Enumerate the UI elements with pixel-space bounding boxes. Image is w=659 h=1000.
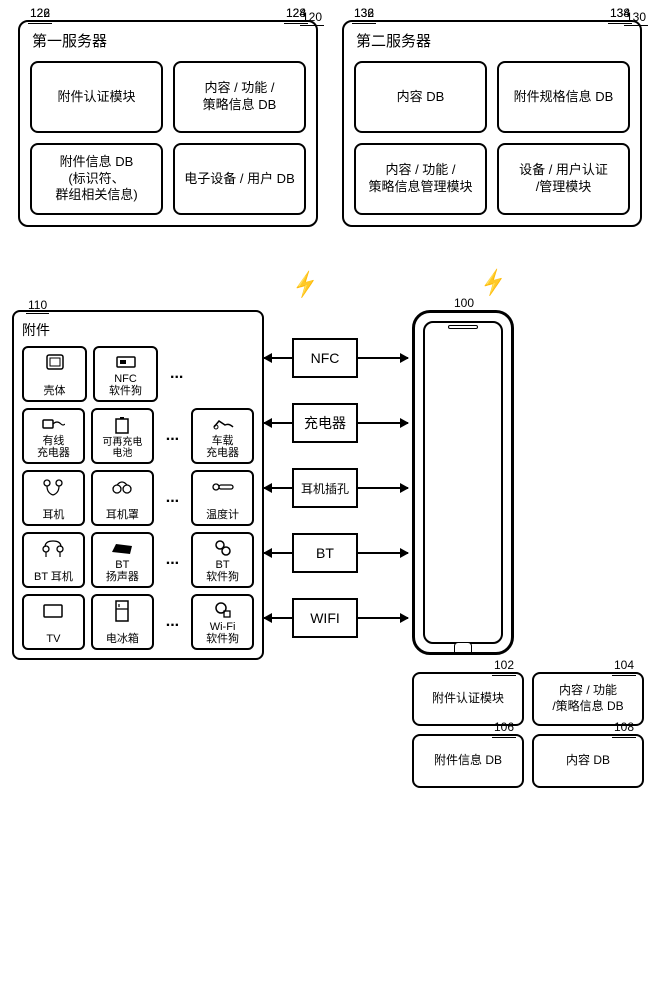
dots: ...	[160, 427, 185, 445]
box-106: 106附件信息 DB	[412, 734, 524, 788]
phone-home-button	[454, 642, 472, 652]
acc-car-charger: 车载 充电器	[191, 408, 254, 464]
acc-earphone: 耳机	[22, 470, 85, 526]
arrow	[264, 422, 292, 424]
system-diagram: 120 第一服务器 122附件认证模块 124内容 / 功能 /策略信息 DB …	[12, 12, 647, 988]
box-102: 102附件认证模块	[412, 672, 524, 726]
acc-thermometer: 温度计	[191, 470, 254, 526]
arrow	[358, 552, 408, 554]
arrow	[264, 357, 292, 359]
acc-nfc-dongle: NFC 软件狗	[93, 346, 158, 402]
dots: ...	[160, 551, 185, 569]
acc-bt-speaker: BT 扬声器	[91, 532, 154, 588]
connector-jack: 耳机插孔	[292, 468, 358, 508]
server-1: 120 第一服务器 122附件认证模块 124内容 / 功能 /策略信息 DB …	[18, 20, 318, 227]
acc-fridge: 电冰箱	[91, 594, 154, 650]
ref-110: 110	[26, 298, 49, 314]
box-132: 132内容 DB	[354, 61, 487, 133]
phone-db-grid: 102附件认证模块 104内容 / 功能/策略信息 DB 106附件信息 DB …	[412, 672, 644, 788]
acc-wifi-dongle: Wi-Fi 软件狗	[191, 594, 254, 650]
acc-ear-cover: 耳机罩	[91, 470, 154, 526]
acc-row-5: TV 电冰箱 ... Wi-Fi 软件狗	[22, 594, 254, 650]
box-138: 138设备 / 用户认证/管理模块	[497, 143, 630, 215]
arrow	[358, 422, 408, 424]
acc-row-2: 有线 充电器 可再充电 电池 ... 车载 充电器	[22, 408, 254, 464]
phone-speaker	[448, 325, 478, 329]
wireless-icon-2: ⚡	[477, 267, 510, 299]
phone	[412, 310, 514, 655]
box-124: 124内容 / 功能 /策略信息 DB	[173, 61, 306, 133]
acc-bt-headset: BT 耳机	[22, 532, 85, 588]
box-122: 122附件认证模块	[30, 61, 163, 133]
acc-tv: TV	[22, 594, 85, 650]
wireless-icon-1: ⚡	[289, 269, 322, 301]
connector-bt: BT	[292, 533, 358, 573]
arrow	[358, 357, 408, 359]
dots: ...	[160, 613, 185, 631]
arrow	[264, 487, 292, 489]
ref-100: 100	[452, 296, 476, 312]
server-2: 130 第二服务器 132内容 DB 134附件规格信息 DB 136内容 / …	[342, 20, 642, 227]
acc-row-3: 耳机 耳机罩 ... 温度计	[22, 470, 254, 526]
accessories-title: 附件	[22, 320, 254, 340]
arrow	[358, 487, 408, 489]
acc-case: 壳体	[22, 346, 87, 402]
box-134: 134附件规格信息 DB	[497, 61, 630, 133]
connector-charger: 充电器	[292, 403, 358, 443]
server-1-title: 第一服务器	[32, 30, 316, 51]
dots: ...	[160, 489, 185, 507]
connector-nfc: NFC	[292, 338, 358, 378]
box-136: 136内容 / 功能 /策略信息管理模块	[354, 143, 487, 215]
box-108: 108内容 DB	[532, 734, 644, 788]
arrow	[264, 617, 292, 619]
acc-row-1: 壳体 NFC 软件狗 ...	[22, 346, 254, 402]
connector-wifi: WIFI	[292, 598, 358, 638]
dots: ...	[164, 365, 189, 383]
connectors: NFC 充电器 耳机插孔 BT WIFI	[264, 338, 408, 638]
box-104: 104内容 / 功能/策略信息 DB	[532, 672, 644, 726]
server-2-title: 第二服务器	[356, 30, 640, 51]
arrow	[358, 617, 408, 619]
acc-wired-charger: 有线 充电器	[22, 408, 85, 464]
box-126: 126附件信息 DB(标识符、群组相关信息)	[30, 143, 163, 215]
acc-bt-dongle: BT 软件狗	[191, 532, 254, 588]
accessories: 110 附件 壳体 NFC 软件狗 ... 有线 充电器 可再充电 电池 ...…	[12, 310, 264, 660]
acc-row-4: BT 耳机 BT 扬声器 ... BT 软件狗	[22, 532, 254, 588]
acc-battery: 可再充电 电池	[91, 408, 154, 464]
box-128: 128电子设备 / 用户 DB	[173, 143, 306, 215]
arrow	[264, 552, 292, 554]
